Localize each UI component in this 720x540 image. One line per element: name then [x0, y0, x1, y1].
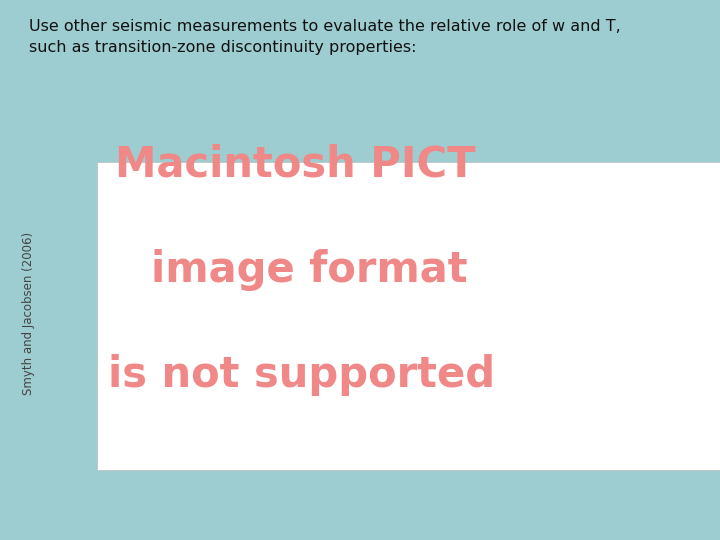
Text: image format: image format [151, 249, 468, 291]
Text: Macintosh PICT: Macintosh PICT [115, 144, 476, 186]
Text: Smyth and Jacobsen (2006): Smyth and Jacobsen (2006) [22, 232, 35, 395]
FancyBboxPatch shape [97, 162, 720, 470]
Text: is not supported: is not supported [108, 354, 495, 396]
Text: Use other seismic measurements to evaluate the relative role of w and T,
such as: Use other seismic measurements to evalua… [29, 19, 621, 55]
